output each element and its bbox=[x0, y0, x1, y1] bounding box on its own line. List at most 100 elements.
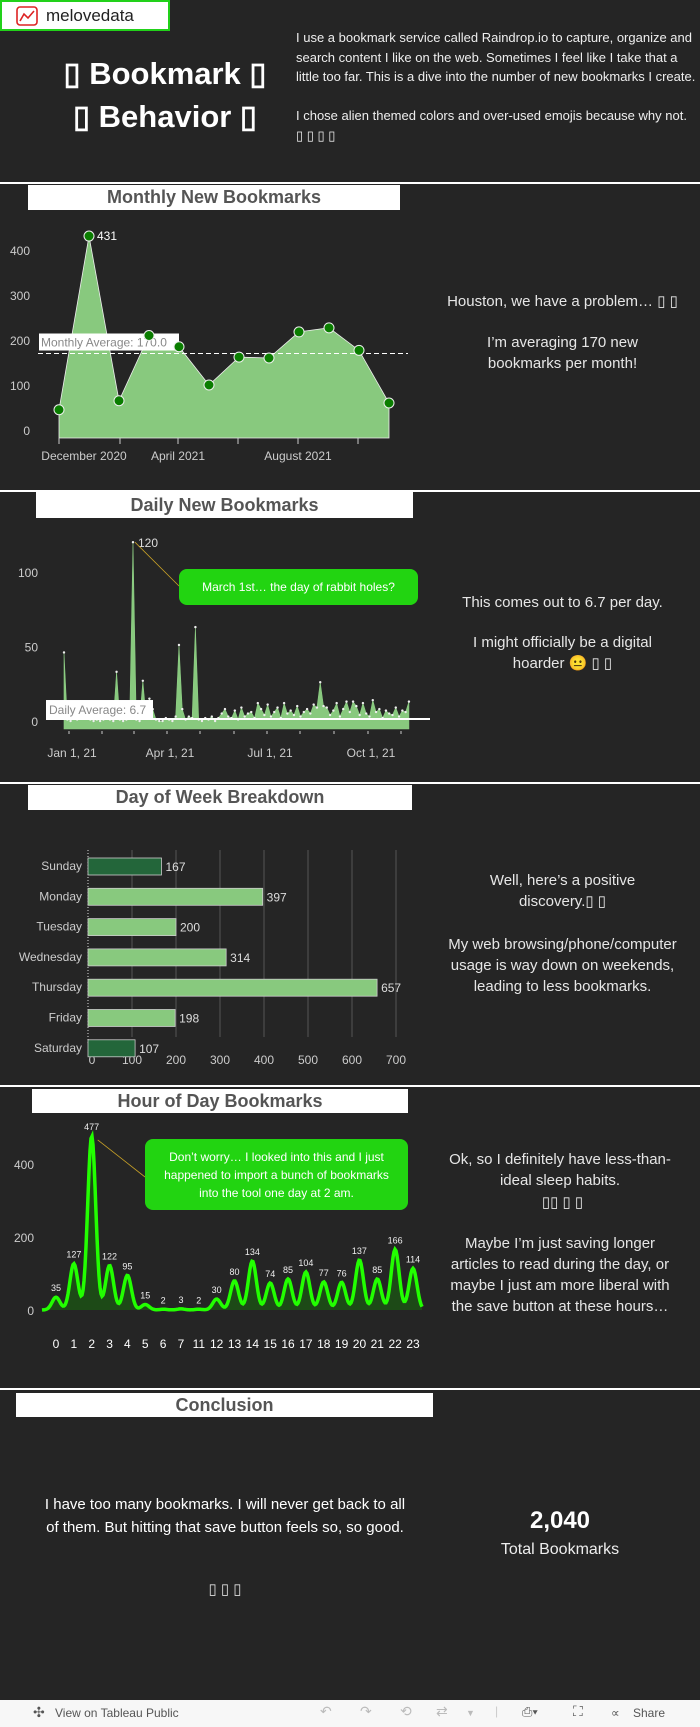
data-point bbox=[259, 707, 263, 711]
category-label: Saturday bbox=[34, 1041, 82, 1055]
undo-icon[interactable]: ↶ bbox=[320, 1703, 332, 1719]
data-point bbox=[276, 706, 279, 709]
value-label: 80 bbox=[229, 1267, 239, 1277]
value-label: 104 bbox=[298, 1258, 313, 1268]
hour-label: 3 bbox=[106, 1337, 113, 1351]
hour-label: 14 bbox=[246, 1337, 260, 1351]
data-point bbox=[213, 719, 217, 723]
data-point bbox=[131, 541, 135, 544]
bar-value-label: 167 bbox=[165, 860, 185, 874]
data-point bbox=[282, 701, 286, 705]
data-point bbox=[223, 707, 227, 711]
data-point bbox=[200, 719, 204, 723]
data-point bbox=[293, 326, 305, 338]
category-label: Tuesday bbox=[36, 920, 82, 934]
data-point bbox=[161, 719, 164, 723]
data-point bbox=[243, 715, 246, 718]
share-icon[interactable]: ∝ bbox=[611, 1706, 620, 1720]
monthly-chart[interactable]: 0 100 200 300 400 Monthly Average: 170.0 431 De… bbox=[0, 210, 420, 485]
logo-text: melovedata bbox=[46, 5, 134, 25]
hourly-header: Hour of Day Bookmarks bbox=[32, 1089, 408, 1113]
bar-wednesday bbox=[87, 948, 227, 967]
y-tick-label: 100 bbox=[18, 566, 38, 580]
category-label: Friday bbox=[49, 1011, 82, 1025]
bar-thursday bbox=[87, 978, 378, 997]
daily-chart[interactable]: 0 50 100 Daily Average: 6.7 120 Jan 1, 21 Apr … bbox=[0, 520, 430, 778]
hour-label: 15 bbox=[264, 1337, 278, 1351]
data-point bbox=[378, 707, 381, 711]
monthly-header: Monthly New Bookmarks bbox=[28, 185, 400, 210]
bar-monday bbox=[87, 887, 264, 906]
redo-icon[interactable]: ↷ bbox=[360, 1703, 372, 1719]
value-label: 74 bbox=[265, 1269, 275, 1279]
x-tick-label: December 2020 bbox=[41, 449, 127, 463]
peak-label: 120 bbox=[138, 536, 158, 550]
hour-label: 6 bbox=[160, 1337, 167, 1351]
x-tick-label: 300 bbox=[210, 1053, 230, 1067]
x-tick-label: 200 bbox=[166, 1053, 186, 1067]
data-point bbox=[332, 709, 335, 712]
view-on-tableau-link[interactable]: View on Tableau Public bbox=[55, 1706, 179, 1720]
data-point bbox=[401, 709, 404, 712]
x-tick-label: 0 bbox=[89, 1053, 96, 1067]
data-point bbox=[305, 707, 309, 711]
data-point bbox=[296, 704, 299, 708]
hour-label: 1 bbox=[71, 1337, 78, 1351]
value-label: 35 bbox=[51, 1283, 61, 1293]
revert-icon[interactable]: ⟲ bbox=[400, 1703, 412, 1719]
refresh-icon[interactable]: ⇄ bbox=[436, 1703, 448, 1719]
page-title-line1: ▯ Bookmark ▯ bbox=[63, 56, 267, 91]
data-point bbox=[115, 670, 118, 674]
data-point bbox=[266, 703, 269, 706]
section-divider bbox=[0, 490, 700, 492]
weekday-side-text-2: My web browsing/phone/computer usage is … bbox=[448, 936, 677, 995]
category-label: Sunday bbox=[41, 859, 82, 873]
hour-label: 17 bbox=[299, 1337, 313, 1351]
section-divider bbox=[0, 1388, 700, 1390]
data-point bbox=[263, 713, 266, 717]
x-tick-label: 500 bbox=[298, 1053, 318, 1067]
data-point bbox=[361, 701, 365, 705]
hourly-side-text-2: Maybe I’m just saving longer articles to… bbox=[450, 1235, 670, 1315]
fullscreen-icon[interactable]: ⛶ bbox=[573, 1703, 583, 1719]
data-point bbox=[240, 706, 243, 709]
data-point bbox=[98, 719, 102, 723]
monthly-side-text-2: I’m averaging 170 new bookmarks per mont… bbox=[487, 334, 638, 372]
data-point bbox=[187, 715, 191, 718]
data-point bbox=[203, 379, 215, 391]
annotation-pointer bbox=[134, 541, 180, 587]
data-point bbox=[112, 719, 115, 723]
hour-label: 23 bbox=[406, 1337, 420, 1351]
data-point bbox=[383, 397, 395, 409]
category-label: Thursday bbox=[32, 980, 82, 994]
hour-label: 21 bbox=[371, 1337, 385, 1351]
conclusion-text: I have too many bookmarks. I will never … bbox=[44, 1496, 406, 1536]
tableau-footer: ✣ View on Tableau Public ↶ ↷ ⟲ ⇄ ▼ | ⎙▾ … bbox=[0, 1700, 700, 1727]
data-point bbox=[269, 715, 273, 718]
data-point bbox=[397, 715, 401, 718]
value-label: 134 bbox=[245, 1247, 260, 1257]
value-label: 114 bbox=[406, 1254, 420, 1264]
melovedata-logo[interactable]: melovedata bbox=[0, 0, 170, 31]
bar-value-label: 657 bbox=[381, 981, 401, 995]
data-point bbox=[384, 709, 388, 712]
value-label: 85 bbox=[372, 1265, 382, 1275]
conclusion-emoji: ▯ ▯ ▯ bbox=[208, 1581, 242, 1598]
share-button[interactable]: Share bbox=[633, 1706, 666, 1720]
hour-label: 11 bbox=[193, 1337, 206, 1351]
total-bookmarks-label: Total Bookmarks bbox=[500, 1541, 620, 1558]
data-point bbox=[355, 704, 358, 708]
average-label: Monthly Average: 170.0 bbox=[41, 336, 167, 350]
data-point bbox=[342, 707, 345, 711]
data-point bbox=[328, 713, 332, 717]
value-label: 166 bbox=[388, 1235, 403, 1245]
value-label: 95 bbox=[122, 1261, 132, 1271]
refresh-dropdown-icon[interactable]: ▼ bbox=[466, 1708, 475, 1718]
data-point bbox=[371, 698, 374, 702]
hour-label: 20 bbox=[353, 1337, 367, 1351]
download-icon[interactable]: ⎙▾ bbox=[522, 1704, 538, 1719]
x-tick-label: Oct 1, 21 bbox=[347, 746, 396, 760]
x-tick-label: August 2021 bbox=[264, 449, 332, 463]
